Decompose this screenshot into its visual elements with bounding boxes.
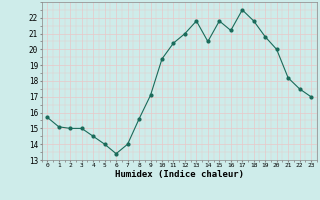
X-axis label: Humidex (Indice chaleur): Humidex (Indice chaleur) bbox=[115, 170, 244, 179]
